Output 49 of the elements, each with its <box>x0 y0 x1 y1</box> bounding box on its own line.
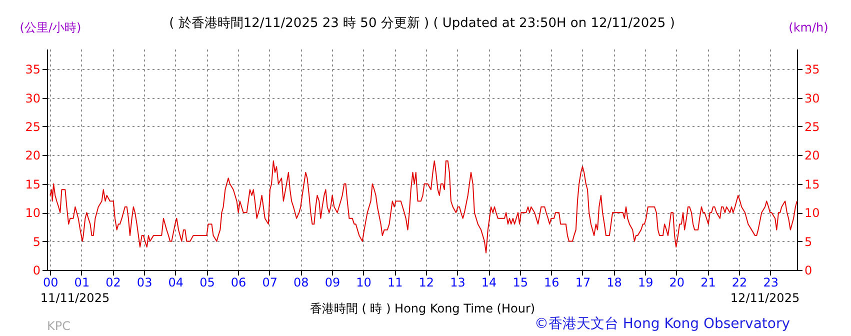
y-tick-label: 30 <box>25 91 40 106</box>
x-tick-label: 17 <box>575 276 591 290</box>
text: 11/11/2025 <box>40 291 110 305</box>
x-tick-label: 09 <box>324 276 340 290</box>
x-tick-label: 16 <box>544 276 560 290</box>
x-tick-label: 03 <box>136 276 152 290</box>
text: ©香港天文台 Hong Kong Observatory <box>534 316 790 332</box>
x-tick-label: 18 <box>606 276 622 290</box>
text: KPC <box>47 319 70 333</box>
x-tick-label: 22 <box>732 276 748 290</box>
y2-tick-label: 30 <box>804 91 820 106</box>
x-tick-label: 14 <box>481 276 497 290</box>
y-tick-label: 10 <box>25 206 40 220</box>
y2-tick-label: 20 <box>804 148 820 163</box>
y-tick-label: 25 <box>25 120 40 134</box>
x-tick-label: 20 <box>669 276 685 290</box>
x-tick-label: 15 <box>512 276 528 290</box>
x-tick-label: 01 <box>74 276 90 290</box>
chart-title: ( 於香港時間12/11/2025 23 時 50 分更新 ) ( Updated at 23:50H on 12/11/2025 ) <box>169 16 675 31</box>
x-tick-label: 04 <box>168 276 184 290</box>
x-tick-label: 12 <box>418 276 434 290</box>
y2-tick-label: 10 <box>804 206 820 220</box>
x-tick-label: 02 <box>106 276 121 290</box>
y-tick-label: 35 <box>25 62 40 77</box>
text: 12/11/2025 <box>730 291 800 305</box>
y2-tick-label: 25 <box>804 120 820 134</box>
y-tick-label: 5 <box>32 234 40 249</box>
y2-tick-label: 5 <box>804 234 812 249</box>
line-series <box>50 160 798 254</box>
x-tick-label: 19 <box>638 276 654 290</box>
y2-tick-label: 0 <box>804 264 812 278</box>
x-tick-label: 05 <box>200 276 215 290</box>
x-tick-label: 21 <box>700 276 716 290</box>
x-tick-label: 06 <box>230 276 246 290</box>
x-tick-label: 00 <box>42 276 58 290</box>
y2-tick-label: 35 <box>804 62 820 77</box>
x-axis-title: 香港時間 ( 時 ) Hong Kong Time (Hour) <box>310 302 536 316</box>
y-tick-label: 15 <box>25 177 40 192</box>
x-tick-label: 08 <box>294 276 309 290</box>
x-tick-label: 10 <box>356 276 372 290</box>
x-tick-label: 07 <box>262 276 278 290</box>
x-tick-label: 13 <box>450 276 466 290</box>
x-tick-label: 23 <box>763 276 779 290</box>
y2-axis-title: (km/h) <box>788 20 828 34</box>
y-tick-label: 20 <box>25 148 40 163</box>
y-axis-title: (公里/小時) <box>20 20 82 34</box>
x-tick-label: 11 <box>387 276 403 290</box>
y2-tick-label: 15 <box>804 177 820 192</box>
y-tick-label: 0 <box>32 264 40 278</box>
